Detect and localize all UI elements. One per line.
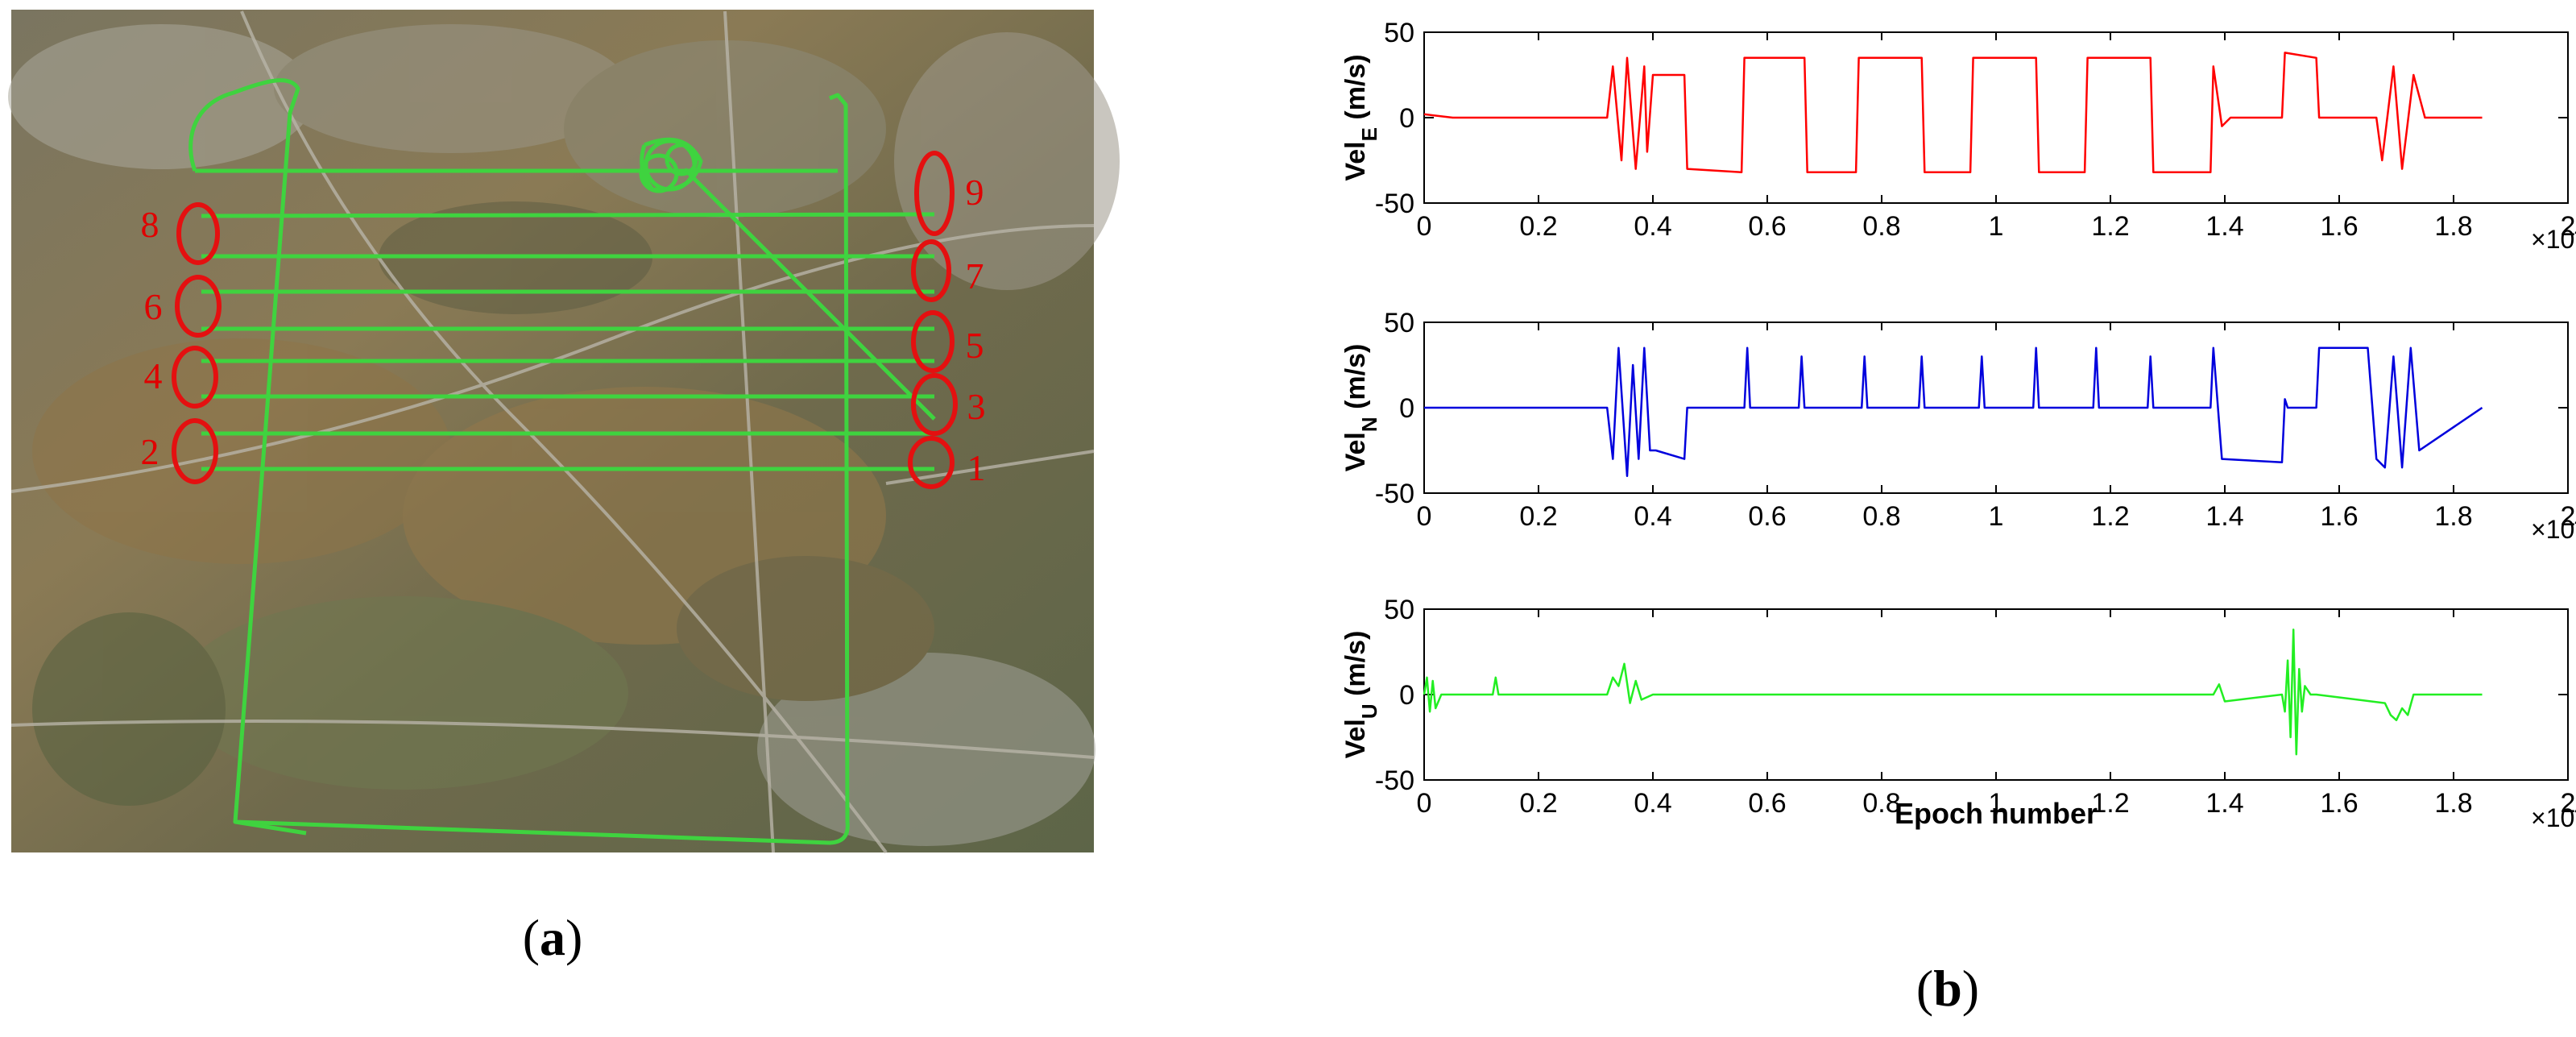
chart-e-ytick-label: -50	[1375, 189, 1414, 219]
chart-n-xtick-label: 1	[1989, 501, 2004, 532]
chart-e-xtick-label: 1	[1989, 211, 2004, 242]
strip-number-1: 1	[967, 447, 986, 488]
panel-a-close-paren: )	[565, 909, 582, 966]
chart-n-series-line	[1424, 346, 2483, 478]
svg-text:(b): (b)	[1916, 960, 1979, 1017]
strip-number-5: 5	[966, 325, 984, 366]
strip-numbers: 9 8 7 6 5 4 3 2 1	[141, 172, 986, 488]
strip-number-7: 7	[966, 255, 984, 297]
chart-n-xtick-label: 0.2	[1519, 501, 1557, 532]
chart-e-xtick-label: 0.4	[1634, 211, 1671, 242]
svg-text:(a): (a)	[523, 909, 583, 966]
strip-number-3: 3	[967, 386, 986, 427]
chart-u-ytick-label: 0	[1399, 680, 1414, 711]
chart-u-xtick-label: 0	[1417, 788, 1432, 819]
chart-n-xtick-label: 1.8	[2434, 501, 2472, 532]
marker-ellipse-9	[914, 151, 955, 236]
chart-u-xtick-label: 1.8	[2434, 788, 2472, 819]
chart-n-ytick-label: 0	[1399, 393, 1414, 424]
chart-u-xtick-label: 1.4	[2205, 788, 2243, 819]
marker-ellipse-7	[911, 239, 951, 302]
chart-u-xtick-label: 1.2	[2091, 788, 2129, 819]
panel-b-letter: b	[1933, 960, 1962, 1017]
chart-e-multiplier: ×104	[2531, 220, 2576, 254]
velocity-charts: VelE (m/s) VelN (m/s) VelU (m/s) ×104 ×1…	[1340, 18, 2576, 832]
marker-ellipse-3	[911, 373, 958, 436]
chart-e-xtick-label: 1.8	[2434, 211, 2472, 242]
roads	[10, 10, 1095, 854]
panel-b-close-paren: )	[1962, 960, 1979, 1017]
chart-e-xtick-label: 0	[1417, 211, 1432, 242]
chart-e-xtick-label: 1.6	[2320, 211, 2358, 242]
chart-u-ytick-label: -50	[1375, 765, 1414, 796]
panel-label-b: (b)	[1916, 960, 1979, 1017]
chart-e-ylabel: VelE (m/s)	[1340, 54, 1381, 180]
chart-e-ytick-label: 50	[1384, 18, 1414, 48]
strip-number-8: 8	[141, 204, 159, 245]
chart-u-xtick-label: 2	[2561, 788, 2576, 819]
chart-n-xtick-label: 1.2	[2091, 501, 2129, 532]
marker-ellipse-2	[172, 418, 218, 484]
strip-number-6: 6	[144, 286, 163, 327]
chart-n-ytick-label: 50	[1384, 308, 1414, 338]
chart-e-xtick-label: 1.2	[2091, 211, 2129, 242]
chart-u-multiplier: ×104	[2531, 798, 2576, 832]
chart-n-ytick-label: -50	[1375, 479, 1414, 509]
panel-label-a: (a)	[523, 909, 583, 966]
strip-number-9: 9	[966, 172, 984, 213]
chart-e-xtick-label: 0.2	[1519, 211, 1557, 242]
chart-n-multiplier: ×104	[2531, 510, 2576, 544]
chart-n-xtick-label: 0.8	[1862, 501, 1900, 532]
chart-e-xtick-label: 2	[2561, 211, 2576, 242]
panel-a-letter: a	[540, 909, 565, 966]
chart-n-xtick-label: 1.6	[2320, 501, 2358, 532]
chart-e-xtick-label: 0.6	[1748, 211, 1786, 242]
chart-n-ylabel: VelN (m/s)	[1340, 344, 1381, 472]
chart-e-xtick-label: 1.4	[2205, 211, 2243, 242]
chart-u-xlabel: Epoch number	[1895, 797, 2098, 830]
marker-ellipse-5	[911, 310, 955, 373]
panel-b-open-paren: (	[1916, 960, 1933, 1017]
chart-u-xtick-label: 0.2	[1519, 788, 1557, 819]
chart-e-xtick-label: 0.8	[1862, 211, 1900, 242]
chart-u-ylabel: VelU (m/s)	[1340, 631, 1381, 759]
chart-n-xtick-label: 0.6	[1748, 501, 1786, 532]
chart-e-series-line	[1423, 52, 2483, 174]
strip-markers	[172, 151, 958, 489]
chart-u-xtick-label: 1	[1989, 788, 2004, 819]
chart-n-xtick-label: 0.4	[1634, 501, 1671, 532]
strip-number-2: 2	[141, 431, 159, 472]
marker-ellipse-6	[175, 275, 222, 338]
marker-ellipse-4	[172, 346, 218, 409]
chart-n-xtick-label: 0	[1417, 501, 1432, 532]
chart-e-ytick-label: 0	[1399, 103, 1414, 134]
panel-a-open-paren: (	[523, 909, 540, 966]
flight-track	[188, 78, 936, 845]
marker-ellipse-1	[908, 436, 955, 489]
chart-u-xtick-label: 1.6	[2320, 788, 2358, 819]
chart-u-xtick-label: 0.8	[1862, 788, 1900, 819]
chart-n-xtick-label: 1.4	[2205, 501, 2243, 532]
satellite-map: 9 8 7 6 5 4 3 2 1	[8, 10, 1120, 854]
chart-u-xtick-label: 0.6	[1748, 788, 1786, 819]
chart-u-xtick-label: 0.4	[1634, 788, 1671, 819]
chart-n-xtick-label: 2	[2561, 501, 2576, 532]
marker-ellipse-8	[176, 202, 220, 265]
chart-u-series-line	[1423, 628, 2483, 756]
chart-u-ytick-label: 50	[1384, 595, 1414, 625]
strip-number-4: 4	[144, 355, 163, 396]
